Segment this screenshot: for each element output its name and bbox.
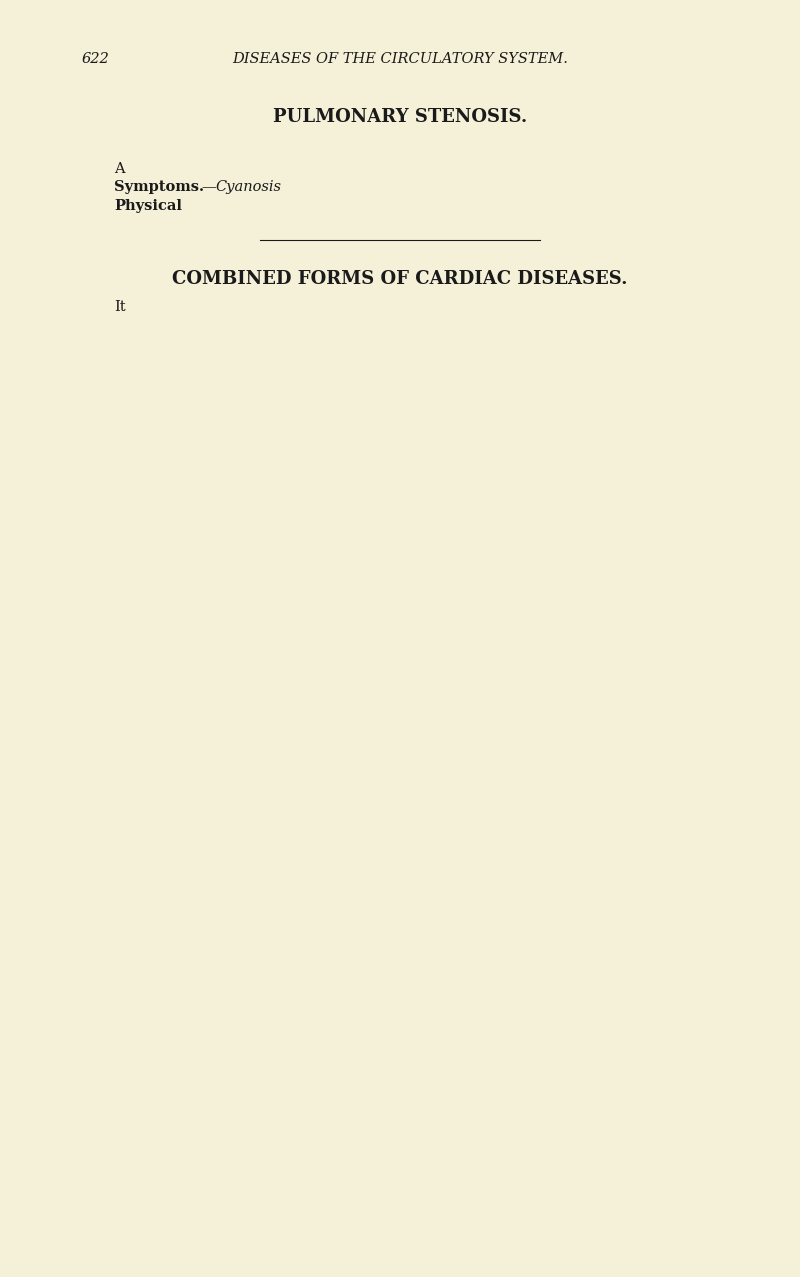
Text: It: It [114,300,126,314]
Text: 622: 622 [82,52,110,66]
Text: —: — [202,180,216,194]
Text: Physical: Physical [114,199,182,213]
Text: Cyanosis: Cyanosis [215,180,281,194]
Text: A: A [114,162,125,176]
Text: DISEASES OF THE CIRCULATORY SYSTEM.: DISEASES OF THE CIRCULATORY SYSTEM. [232,52,568,66]
Text: COMBINED FORMS OF CARDIAC DISEASES.: COMBINED FORMS OF CARDIAC DISEASES. [172,269,628,287]
Text: Symptoms.: Symptoms. [114,180,204,194]
Text: PULMONARY STENOSIS.: PULMONARY STENOSIS. [273,109,527,126]
